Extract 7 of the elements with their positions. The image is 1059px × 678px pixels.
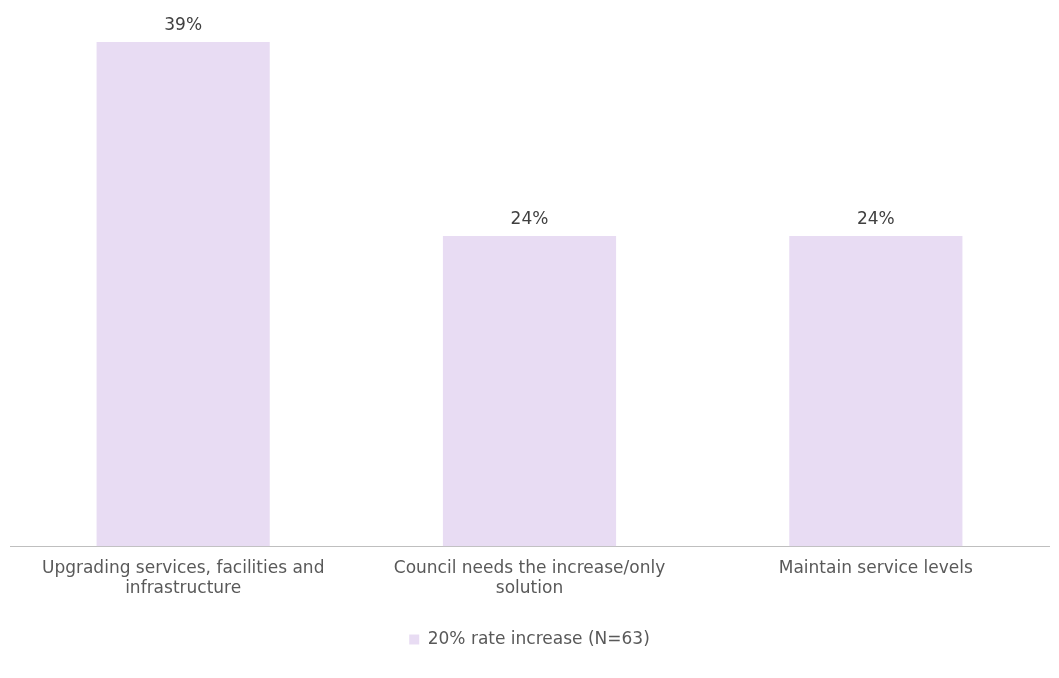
data-label: 39% xyxy=(164,13,203,34)
x-tick-label: Council needs the increase/only solution xyxy=(393,556,666,598)
data-label: 24% xyxy=(510,207,549,228)
legend-label: 20% rate increase (N=63) xyxy=(427,627,650,648)
x-tick-label: Upgrading services, facilities and infrastructure xyxy=(41,556,325,598)
data-label: 24% xyxy=(856,207,895,228)
x-tick-label: Maintain service levels xyxy=(778,556,974,577)
